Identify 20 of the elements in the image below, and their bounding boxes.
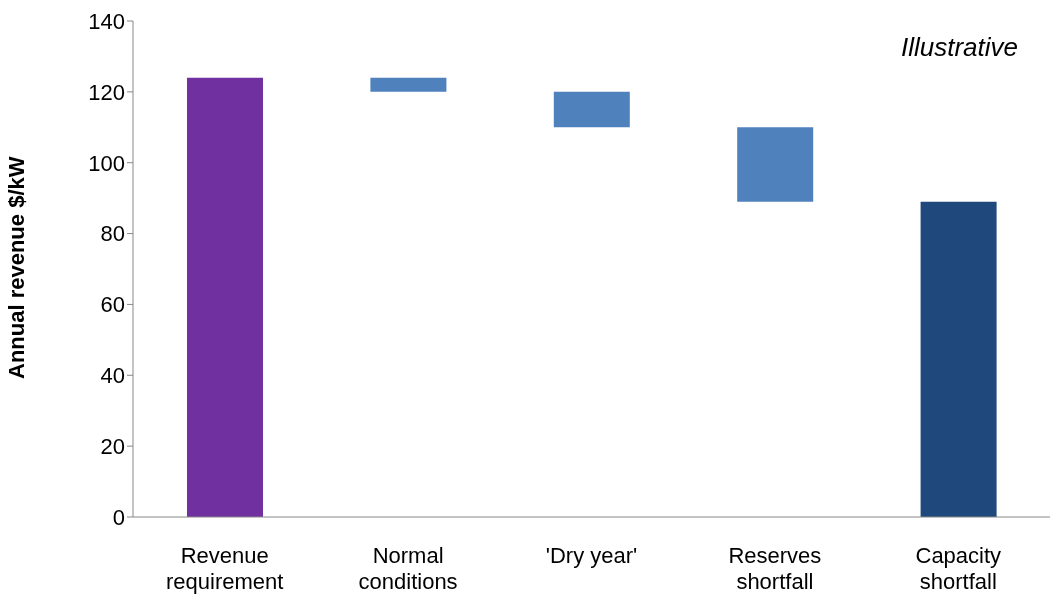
y-tick-label: 0 xyxy=(112,504,125,530)
bar xyxy=(920,201,997,517)
y-tick-label: 120 xyxy=(88,79,125,105)
y-tick-label: 60 xyxy=(100,292,125,318)
bar xyxy=(553,91,630,128)
y-tick-label: 80 xyxy=(100,221,125,247)
x-tick-label: 'Dry year' xyxy=(545,543,638,568)
y-tick-label: 40 xyxy=(100,363,125,389)
x-tick-label: Reserves shortfall xyxy=(728,543,822,594)
annotation: Illustrative xyxy=(900,32,1018,63)
x-tick-label: Revenue requirement xyxy=(166,543,284,594)
y-tick-label: 100 xyxy=(88,150,125,176)
bar xyxy=(187,77,263,517)
x-tick-label: Normal conditions xyxy=(358,543,458,594)
x-tick-label: Capacity shortfall xyxy=(915,543,1002,594)
bar xyxy=(370,77,447,92)
y-axis-title: Annual revenue $/kW xyxy=(3,156,29,379)
y-tick-label: 140 xyxy=(88,8,125,34)
y-tick-label: 20 xyxy=(100,433,125,459)
bar xyxy=(737,127,814,202)
